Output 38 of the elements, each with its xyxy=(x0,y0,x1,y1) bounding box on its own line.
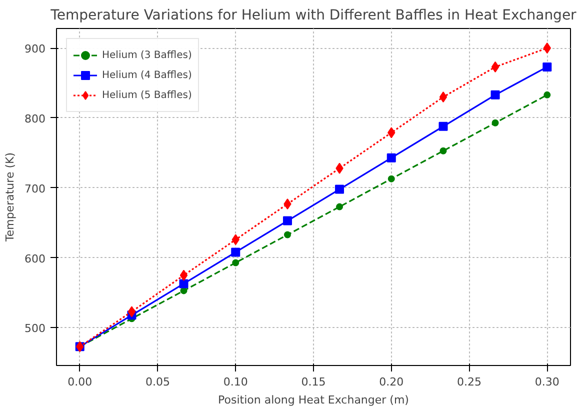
point xyxy=(438,122,448,131)
x-tick-label: 0.15 xyxy=(301,376,326,388)
point xyxy=(386,153,396,162)
point xyxy=(282,216,292,226)
legend-label: Helium (3 Baffles) xyxy=(102,50,192,60)
point xyxy=(336,203,344,210)
x-tick-label: 0.30 xyxy=(534,376,560,388)
point xyxy=(490,90,500,100)
y-tick-label: 700 xyxy=(24,182,46,196)
legend-label: Helium (4 Baffles) xyxy=(102,70,192,80)
x-tick-label: 0.10 xyxy=(223,376,248,388)
point xyxy=(128,306,136,318)
y-tick-label: 900 xyxy=(24,42,46,56)
point xyxy=(335,184,344,194)
chart-title: Temperature Variations for Helium with Different Baffles in Heat Exchanger xyxy=(50,8,577,24)
point xyxy=(440,147,447,154)
y-tick-label: 500 xyxy=(24,322,46,336)
point xyxy=(231,248,240,257)
point xyxy=(544,91,551,98)
x-tick-label: 0.00 xyxy=(68,376,92,388)
point xyxy=(180,287,188,294)
point xyxy=(492,119,499,126)
point xyxy=(179,279,188,288)
x-axis-title: Position along Heat Exchanger (m) xyxy=(218,394,409,406)
point xyxy=(388,175,395,182)
point xyxy=(284,231,291,238)
point xyxy=(542,62,552,72)
point xyxy=(491,61,500,72)
point xyxy=(232,259,240,266)
point xyxy=(180,270,188,281)
x-tick-label: 0.05 xyxy=(145,376,170,388)
legend-label: Helium (5 Baffles) xyxy=(102,90,192,100)
y-tick-label: 800 xyxy=(24,112,46,126)
point xyxy=(439,92,448,103)
y-tick-label: 600 xyxy=(24,252,46,266)
x-tick-label: 0.25 xyxy=(457,376,482,388)
y-axis-title: Temperature (K) xyxy=(4,152,17,242)
x-tick-label: 0.20 xyxy=(379,376,404,388)
